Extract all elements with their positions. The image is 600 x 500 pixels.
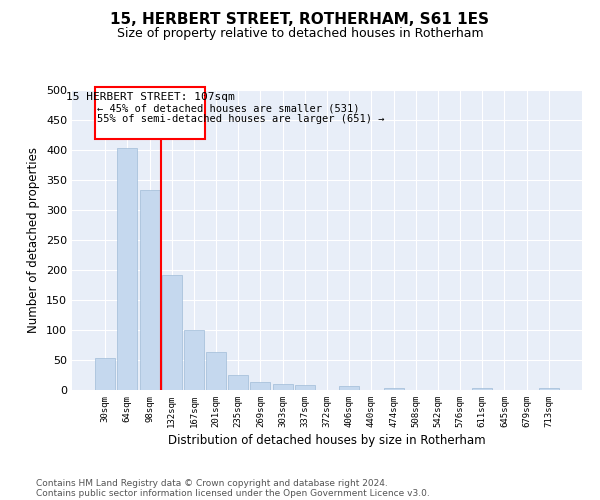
Text: Contains public sector information licensed under the Open Government Licence v3: Contains public sector information licen… (36, 488, 430, 498)
Bar (250, 382, 271, 390)
Text: 15 HERBERT STREET: 107sqm: 15 HERBERT STREET: 107sqm (66, 92, 235, 102)
X-axis label: Distribution of detached houses by size in Rotherham: Distribution of detached houses by size … (168, 434, 486, 447)
Bar (272, 384, 293, 390)
Bar (339, 386, 359, 390)
Bar (162, 275, 182, 390)
Bar (539, 388, 559, 390)
Bar (472, 388, 492, 390)
Bar (118, 148, 137, 390)
Bar (95, 358, 115, 390)
Bar (383, 388, 404, 390)
Bar (228, 375, 248, 390)
Text: Size of property relative to detached houses in Rotherham: Size of property relative to detached ho… (116, 28, 484, 40)
Bar (295, 384, 315, 390)
Bar (184, 330, 204, 390)
Text: 55% of semi-detached houses are larger (651) →: 55% of semi-detached houses are larger (… (97, 114, 385, 124)
Bar (95, 87, 205, 139)
Bar (140, 190, 160, 390)
Text: 15, HERBERT STREET, ROTHERHAM, S61 1ES: 15, HERBERT STREET, ROTHERHAM, S61 1ES (110, 12, 490, 28)
Y-axis label: Number of detached properties: Number of detached properties (28, 147, 40, 333)
Bar (206, 352, 226, 390)
Text: ← 45% of detached houses are smaller (531): ← 45% of detached houses are smaller (53… (97, 103, 360, 113)
Text: Contains HM Land Registry data © Crown copyright and database right 2024.: Contains HM Land Registry data © Crown c… (36, 478, 388, 488)
